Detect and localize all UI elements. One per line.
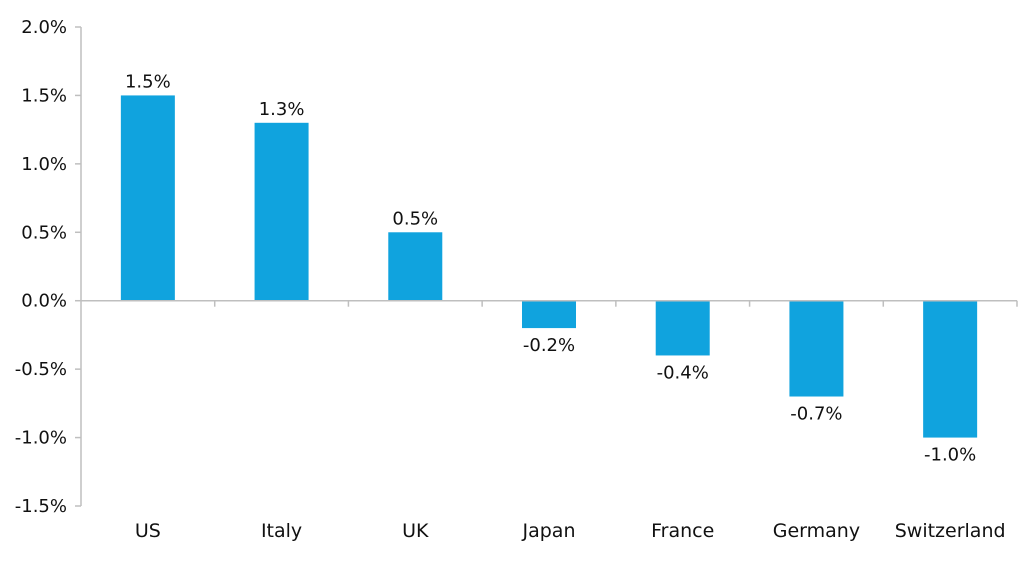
y-tick-label: -1.5% bbox=[15, 496, 67, 517]
bars-group bbox=[120, 95, 978, 438]
category-labels-group: US Italy UK Japan France Germany Switzerland bbox=[135, 520, 1006, 542]
y-tick-label: -0.5% bbox=[15, 359, 67, 380]
data-label-italy: 1.3% bbox=[259, 99, 305, 120]
bar-italy bbox=[254, 122, 309, 301]
data-label-germany: -0.7% bbox=[790, 404, 842, 425]
category-label-japan: Japan bbox=[522, 520, 576, 542]
data-label-switzerland: -1.0% bbox=[924, 445, 976, 466]
y-tick-label: 0.0% bbox=[21, 291, 67, 312]
category-label-france: France bbox=[651, 520, 714, 542]
category-label-switzerland: Switzerland bbox=[895, 520, 1006, 542]
bar-switzerland bbox=[923, 300, 978, 438]
y-tick-label: 1.5% bbox=[21, 85, 67, 106]
category-label-italy: Italy bbox=[261, 520, 302, 542]
category-label-germany: Germany bbox=[773, 520, 860, 542]
y-tick-label: -1.0% bbox=[15, 428, 67, 449]
data-label-japan: -0.2% bbox=[523, 335, 575, 356]
category-label-us: US bbox=[135, 520, 161, 542]
y-tick-label: 1.0% bbox=[21, 154, 67, 175]
y-tick-label: 2.0% bbox=[21, 17, 67, 38]
bar-france bbox=[655, 300, 710, 356]
category-label-uk: UK bbox=[402, 520, 429, 542]
data-labels-group: 1.5% 1.3% 0.5% -0.2% -0.4% -0.7% -1.0% bbox=[125, 71, 976, 465]
bar-uk bbox=[388, 232, 443, 301]
y-axis-ticks: 2.0% 1.5% 1.0% 0.5% 0.0% -0.5% -1.0% -1.5% bbox=[15, 17, 81, 517]
axes-group bbox=[80, 27, 1018, 506]
y-tick-label: 0.5% bbox=[21, 222, 67, 243]
data-label-uk: 0.5% bbox=[392, 208, 438, 229]
bar-us bbox=[120, 95, 175, 301]
data-label-us: 1.5% bbox=[125, 71, 171, 92]
data-label-france: -0.4% bbox=[657, 362, 709, 383]
bar-japan bbox=[522, 300, 576, 329]
bar-germany bbox=[789, 300, 844, 397]
